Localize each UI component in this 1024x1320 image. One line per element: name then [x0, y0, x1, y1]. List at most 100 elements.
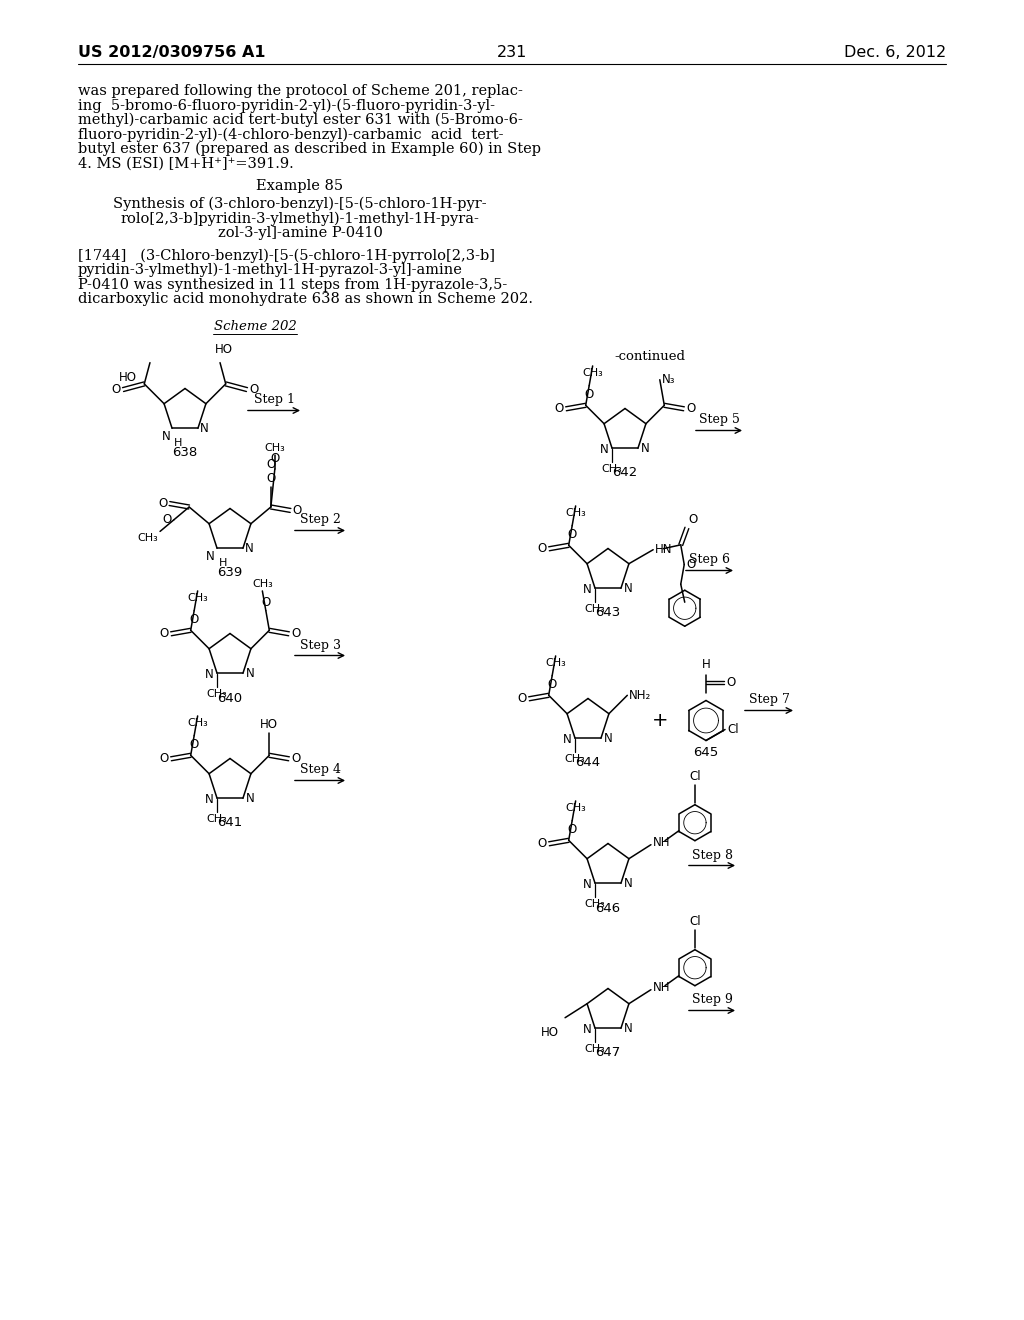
Text: 638: 638	[172, 446, 198, 459]
Text: HO: HO	[541, 1026, 559, 1039]
Text: 643: 643	[595, 606, 621, 619]
Text: -continued: -continued	[614, 351, 685, 363]
Text: [1744]   (3-Chloro-benzyl)-[5-(5-chloro-1H-pyrrolo[2,3-b]: [1744] (3-Chloro-benzyl)-[5-(5-chloro-1H…	[78, 248, 495, 263]
Text: butyl ester 637 (prepared as described in Example 60) in Step: butyl ester 637 (prepared as described i…	[78, 143, 541, 156]
Text: Step 8: Step 8	[691, 849, 732, 862]
Text: Cl: Cl	[689, 770, 700, 783]
Text: 640: 640	[217, 692, 243, 705]
Text: O: O	[159, 498, 168, 510]
Text: O: O	[555, 403, 564, 416]
Text: Step 5: Step 5	[698, 413, 739, 426]
Text: dicarboxylic acid monohydrate 638 as shown in Scheme 202.: dicarboxylic acid monohydrate 638 as sho…	[78, 292, 534, 306]
Text: Step 9: Step 9	[691, 994, 732, 1006]
Text: Step 6: Step 6	[689, 553, 730, 566]
Text: O: O	[249, 383, 258, 396]
Text: CH₃: CH₃	[564, 754, 586, 764]
Text: rolo[2,3-b]pyridin-3-ylmethyl)-1-methyl-1H-pyra-: rolo[2,3-b]pyridin-3-ylmethyl)-1-methyl-…	[121, 211, 479, 226]
Text: O: O	[585, 388, 594, 401]
Text: Dec. 6, 2012: Dec. 6, 2012	[844, 45, 946, 59]
Text: Step 7: Step 7	[749, 693, 790, 706]
Text: O: O	[538, 837, 547, 850]
Text: Step 2: Step 2	[300, 513, 340, 527]
Text: N: N	[246, 792, 255, 805]
Text: O: O	[160, 752, 169, 766]
Text: N: N	[163, 430, 171, 444]
Text: N: N	[624, 876, 633, 890]
Text: N: N	[206, 550, 215, 564]
Text: N: N	[206, 668, 214, 681]
Text: 231: 231	[497, 45, 527, 59]
Text: O: O	[189, 738, 199, 751]
Text: O: O	[261, 595, 270, 609]
Text: CH₃: CH₃	[252, 579, 272, 589]
Text: N: N	[246, 667, 255, 680]
Text: fluoro-pyridin-2-yl)-(4-chloro-benzyl)-carbamic  acid  tert-: fluoro-pyridin-2-yl)-(4-chloro-benzyl)-c…	[78, 128, 504, 141]
Text: HN: HN	[655, 544, 673, 556]
Text: N: N	[600, 442, 609, 455]
Text: H: H	[701, 657, 711, 671]
Text: O: O	[548, 677, 557, 690]
Text: O: O	[686, 558, 695, 572]
Text: P-0410 was synthesized in 11 steps from 1H-pyrazole-3,5-: P-0410 was synthesized in 11 steps from …	[78, 277, 507, 292]
Text: Cl: Cl	[727, 723, 738, 737]
Text: CH₃: CH₃	[602, 465, 623, 474]
Text: Cl: Cl	[689, 915, 700, 928]
Text: was prepared following the protocol of Scheme 201, replac-: was prepared following the protocol of S…	[78, 84, 523, 98]
Text: N: N	[584, 878, 592, 891]
Text: N: N	[206, 793, 214, 805]
Text: O: O	[688, 513, 697, 525]
Text: NH: NH	[653, 981, 671, 994]
Text: CH₃: CH₃	[585, 605, 605, 614]
Text: Scheme 202: Scheme 202	[214, 321, 296, 334]
Text: O: O	[270, 451, 280, 465]
Text: CH₃: CH₃	[207, 689, 227, 700]
Text: HO: HO	[119, 371, 137, 384]
Text: N: N	[604, 731, 612, 744]
Text: N: N	[624, 582, 633, 595]
Text: Step 1: Step 1	[254, 393, 295, 407]
Text: O: O	[538, 543, 547, 556]
Text: NH₂: NH₂	[630, 689, 651, 702]
Text: H: H	[174, 438, 182, 449]
Text: CH₃: CH₃	[264, 444, 286, 453]
Text: O: O	[266, 458, 275, 471]
Text: N: N	[641, 442, 649, 455]
Text: N₃: N₃	[662, 374, 675, 387]
Text: N: N	[584, 1023, 592, 1036]
Text: CH₃: CH₃	[565, 803, 586, 813]
Text: US 2012/0309756 A1: US 2012/0309756 A1	[78, 45, 265, 59]
Text: HO: HO	[260, 718, 279, 731]
Text: zol-3-yl]-amine P-0410: zol-3-yl]-amine P-0410	[217, 226, 382, 240]
Text: CH₃: CH₃	[187, 718, 208, 727]
Text: O: O	[160, 627, 169, 640]
Text: 644: 644	[575, 756, 600, 770]
Text: O: O	[726, 676, 735, 689]
Text: O: O	[163, 513, 172, 527]
Text: CH₃: CH₃	[137, 533, 158, 544]
Text: CH₃: CH₃	[187, 593, 208, 603]
Text: HO: HO	[215, 343, 232, 356]
Text: Step 4: Step 4	[299, 763, 341, 776]
Text: O: O	[293, 504, 302, 517]
Text: CH₃: CH₃	[585, 1044, 605, 1055]
Text: 4. MS (ESI) [M+H⁺]⁺=391.9.: 4. MS (ESI) [M+H⁺]⁺=391.9.	[78, 157, 294, 170]
Text: N: N	[624, 1022, 633, 1035]
Text: CH₃: CH₃	[207, 814, 227, 824]
Text: O: O	[567, 822, 577, 836]
Text: 645: 645	[693, 747, 719, 759]
Text: Synthesis of (3-chloro-benzyl)-[5-(5-chloro-1H-pyr-: Synthesis of (3-chloro-benzyl)-[5-(5-chl…	[114, 197, 486, 211]
Text: +: +	[651, 711, 669, 730]
Text: pyridin-3-ylmethyl)-1-methyl-1H-pyrazol-3-yl]-amine: pyridin-3-ylmethyl)-1-methyl-1H-pyrazol-…	[78, 263, 463, 277]
Text: CH₃: CH₃	[583, 368, 603, 378]
Text: CH₃: CH₃	[565, 508, 586, 517]
Text: N: N	[563, 733, 572, 746]
Text: O: O	[112, 383, 121, 396]
Text: O: O	[266, 473, 275, 484]
Text: NH: NH	[653, 836, 671, 849]
Text: Example 85: Example 85	[256, 180, 344, 193]
Text: 641: 641	[217, 817, 243, 829]
Text: O: O	[686, 403, 695, 416]
Text: O: O	[189, 612, 199, 626]
Text: O: O	[291, 627, 300, 640]
Text: O: O	[518, 692, 527, 705]
